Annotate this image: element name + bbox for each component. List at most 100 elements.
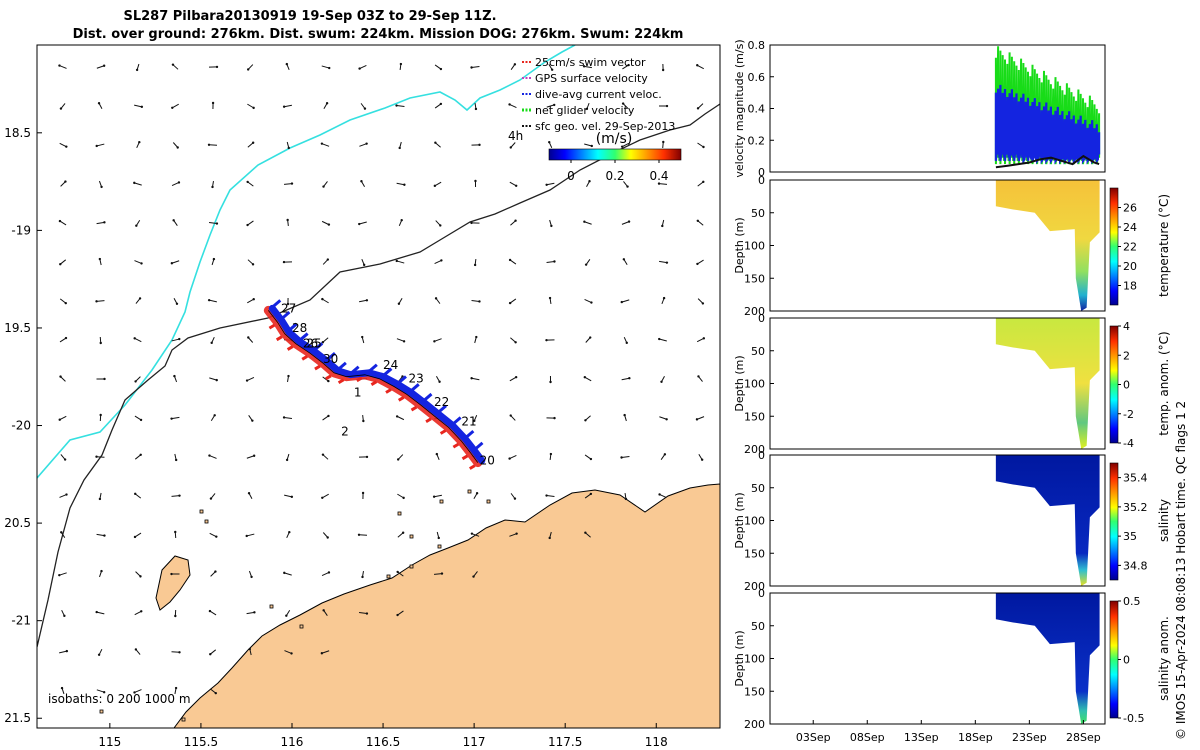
current-arrow-head bbox=[395, 415, 399, 418]
current-arrow-head bbox=[95, 455, 98, 458]
current-arrow bbox=[471, 377, 480, 381]
swim-vector bbox=[275, 335, 283, 342]
current-arrow-head bbox=[327, 571, 331, 574]
figure-title-line2: Dist. over ground: 276km. Dist. swum: 22… bbox=[73, 27, 684, 42]
current-arrow bbox=[434, 338, 442, 342]
current-arrow bbox=[134, 104, 142, 108]
current-arrow-head bbox=[696, 262, 699, 266]
current-arrow-head bbox=[438, 380, 441, 383]
swim-vector bbox=[286, 345, 294, 351]
current-arrow bbox=[96, 143, 105, 147]
surface-current-arrows bbox=[58, 62, 706, 695]
day-label: 27 bbox=[281, 301, 296, 315]
depth-y-tick-label: 50 bbox=[751, 345, 765, 358]
current-arrow bbox=[96, 300, 105, 302]
current-arrow-head bbox=[553, 260, 556, 263]
current-arrow bbox=[659, 416, 667, 420]
colorbar-tick-label: 35.2 bbox=[1123, 501, 1148, 514]
current-arrow bbox=[471, 300, 480, 302]
current-arrow-head bbox=[282, 260, 286, 264]
current-arrow-head bbox=[64, 336, 68, 340]
current-arrow-head bbox=[549, 380, 552, 384]
current-arrow-head bbox=[478, 300, 481, 303]
current-arrow-head bbox=[97, 102, 101, 105]
current-arrow-head bbox=[696, 107, 700, 110]
map-x-tick-label: 118 bbox=[645, 735, 668, 749]
current-arrow-head bbox=[475, 335, 478, 339]
map-y-tick-label: -19 bbox=[11, 223, 31, 237]
current-arrow-head bbox=[623, 413, 626, 417]
dive-avg-vector bbox=[383, 367, 393, 376]
current-arrow bbox=[247, 103, 254, 109]
current-arrow bbox=[434, 259, 442, 265]
current-arrow-head bbox=[398, 146, 401, 150]
swim-vector bbox=[301, 355, 308, 361]
current-arrow-head bbox=[588, 180, 591, 183]
current-arrow bbox=[621, 142, 630, 148]
current-arrow-head bbox=[583, 220, 586, 223]
current-arrow-head bbox=[665, 418, 668, 421]
current-arrow-head bbox=[432, 495, 436, 498]
map-y-tick-label: -21 bbox=[11, 614, 31, 628]
current-arrow-head bbox=[245, 379, 249, 382]
depth-y-tick-label: 200 bbox=[744, 580, 765, 593]
current-arrow bbox=[283, 183, 293, 185]
current-arrow-head bbox=[358, 67, 361, 70]
map-legend: 25cm/s swim vector GPS surface velocity di… bbox=[522, 56, 675, 133]
current-arrow-head bbox=[215, 65, 219, 69]
dive-avg-vector bbox=[465, 430, 475, 439]
current-arrow bbox=[621, 377, 630, 381]
current-arrow-head bbox=[663, 453, 667, 456]
depth-y-tick-label: 0 bbox=[758, 449, 765, 462]
map-y-tick-label: -20 bbox=[11, 419, 31, 433]
geo-velocity-series bbox=[995, 154, 1100, 169]
current-arrow-head bbox=[365, 455, 369, 459]
current-arrow-head bbox=[172, 219, 175, 222]
current-arrow-head bbox=[475, 492, 479, 495]
current-arrow bbox=[172, 103, 179, 109]
current-arrow-head bbox=[320, 652, 324, 655]
current-arrow bbox=[96, 456, 105, 458]
dive-avg-vectors bbox=[268, 304, 486, 465]
islet bbox=[386, 574, 391, 579]
current-arrow bbox=[246, 533, 255, 537]
current-arrow-head bbox=[470, 377, 473, 380]
current-arrow-head bbox=[700, 458, 704, 461]
day-label: 21 bbox=[461, 415, 476, 429]
current-arrow-head bbox=[208, 454, 211, 457]
current-arrow-head bbox=[401, 531, 405, 534]
depth-y-tick-label: 100 bbox=[744, 240, 765, 253]
colorbar-tick-label: 0.4 bbox=[649, 169, 668, 183]
current-arrow bbox=[696, 337, 705, 343]
current-arrow bbox=[284, 104, 292, 108]
profile-section bbox=[995, 180, 1100, 311]
dive-avg-vector bbox=[299, 332, 309, 341]
current-arrow-head bbox=[549, 452, 553, 456]
swim-vector bbox=[439, 429, 447, 435]
current-arrow bbox=[321, 220, 330, 226]
current-arrow bbox=[546, 261, 555, 263]
current-arrow-head bbox=[133, 337, 136, 340]
day-label: 28 bbox=[292, 321, 307, 335]
map-x-tick-label: 115.5 bbox=[184, 735, 218, 749]
current-arrow-head bbox=[470, 532, 474, 535]
current-arrow bbox=[659, 260, 667, 264]
current-arrow-head bbox=[209, 497, 213, 500]
islet bbox=[409, 564, 414, 569]
current-arrow-head bbox=[665, 261, 669, 264]
current-arrow-head bbox=[474, 179, 477, 183]
map-y-tick-label: 20.5 bbox=[4, 516, 31, 530]
current-arrow-head bbox=[513, 63, 517, 66]
depth-y-tick-label: 200 bbox=[744, 443, 765, 456]
current-arrow bbox=[96, 689, 105, 693]
current-arrow-head bbox=[509, 146, 512, 149]
current-arrow bbox=[283, 416, 293, 420]
current-arrow-head bbox=[545, 338, 548, 342]
current-arrow-head bbox=[322, 609, 325, 612]
current-arrow-head bbox=[139, 418, 143, 422]
colorbar-tick-label: 0.2 bbox=[605, 169, 624, 183]
current-arrow-head bbox=[624, 497, 628, 501]
current-arrow-head bbox=[99, 413, 102, 417]
current-arrow-head bbox=[701, 302, 705, 305]
current-arrow-head bbox=[103, 534, 106, 537]
